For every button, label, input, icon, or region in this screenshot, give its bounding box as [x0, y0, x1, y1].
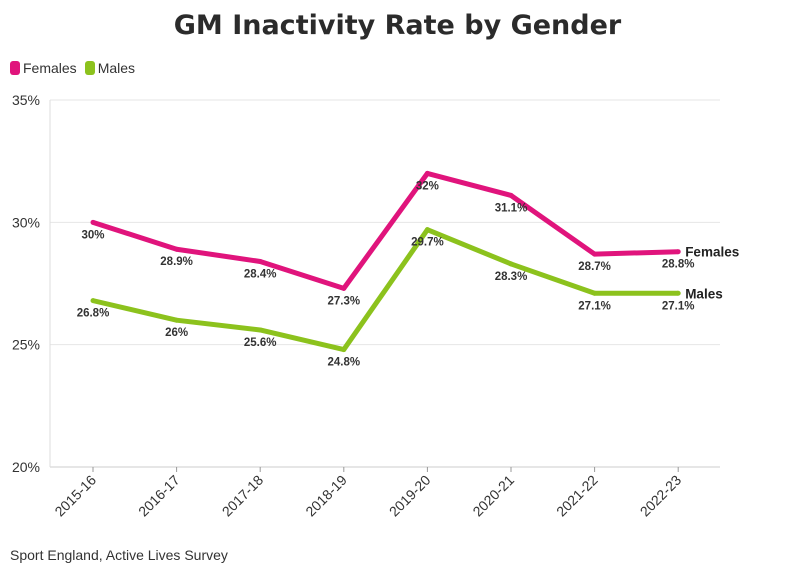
legend-swatch-females: [10, 61, 20, 75]
data-label-males-7: 27.1%: [662, 300, 695, 312]
x-tick-label-2015-16: 2015-16: [51, 472, 99, 520]
x-tick-label-2017-18: 2017-18: [219, 472, 267, 520]
data-point-females-5: [508, 192, 514, 198]
data-label-females-1: 28.9%: [160, 256, 193, 268]
data-point-males-7: [675, 290, 681, 296]
y-tick-label-20: 20%: [12, 459, 40, 475]
data-label-males-0: 26.8%: [77, 308, 110, 320]
legend-item-males[interactable]: Males: [84, 60, 136, 76]
legend: Females Males: [10, 60, 143, 76]
data-point-males-6: [592, 290, 598, 296]
data-point-males-4: [424, 227, 430, 233]
x-tick-label-2020-21: 2020-21: [469, 472, 517, 520]
data-label-females-3: 27.3%: [327, 295, 360, 307]
data-label-females-2: 28.4%: [244, 268, 277, 280]
data-point-females-4: [424, 170, 430, 176]
data-label-females-0: 30%: [81, 229, 104, 241]
data-label-females-6: 28.7%: [578, 261, 611, 273]
y-tick-label-35: 35%: [12, 92, 40, 108]
data-point-males-2: [257, 327, 263, 333]
data-label-males-1: 26%: [165, 327, 188, 339]
y-tick-label-30: 30%: [12, 214, 40, 230]
legend-label-males: Males: [97, 60, 136, 76]
data-label-males-6: 27.1%: [578, 300, 611, 312]
series-line-females: [92, 170, 679, 291]
data-label-males-4: 29.7%: [411, 237, 444, 249]
data-point-females-0: [90, 219, 96, 225]
legend-swatch-males: [84, 61, 95, 75]
data-point-males-5: [508, 261, 514, 267]
source-note: Sport England, Active Lives Survey: [10, 547, 228, 563]
data-label-females-5: 31.1%: [495, 202, 528, 214]
x-tick-label-2018-19: 2018-19: [302, 472, 350, 520]
data-label-females-4: 32%: [416, 180, 439, 192]
x-tick-label-2021-22: 2021-22: [553, 472, 601, 520]
data-point-females-1: [174, 246, 180, 252]
data-label-males-2: 25.6%: [244, 337, 277, 349]
x-tick-label-2019-20: 2019-20: [386, 472, 434, 520]
legend-label-females: Females: [23, 60, 77, 76]
data-label-males-5: 28.3%: [495, 271, 528, 283]
data-point-females-7: [675, 249, 681, 255]
legend-item-females[interactable]: Females: [10, 60, 77, 76]
data-label-males-3: 24.8%: [327, 357, 360, 369]
data-label-females-7: 28.8%: [662, 259, 695, 271]
x-tick-label-2022-23: 2022-23: [637, 472, 685, 520]
data-point-males-0: [90, 298, 96, 304]
data-point-females-2: [257, 258, 263, 264]
data-point-females-6: [592, 251, 598, 257]
data-point-females-3: [341, 285, 347, 291]
data-point-males-3: [341, 347, 347, 353]
series-end-label-males: Males: [685, 286, 723, 301]
data-point-males-1: [174, 317, 180, 323]
y-tick-label-25: 25%: [12, 337, 40, 353]
series-line-males: [92, 227, 679, 353]
x-tick-label-2016-17: 2016-17: [135, 472, 183, 520]
chart-title: GM Inactivity Rate by Gender: [173, 10, 622, 41]
series-end-label-females: Females: [685, 245, 739, 260]
